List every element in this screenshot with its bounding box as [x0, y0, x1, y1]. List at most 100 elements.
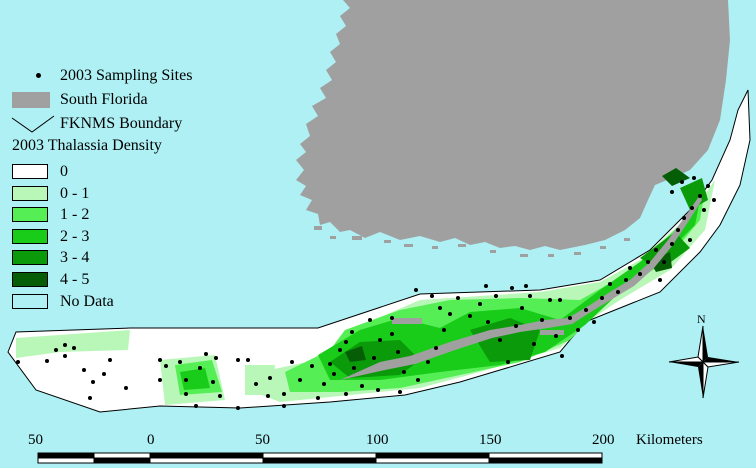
sampling-site: [338, 348, 342, 352]
scale-tick-label: 150: [479, 432, 502, 448]
scale-tick-label: 200: [592, 432, 615, 448]
sampling-site: [158, 378, 162, 382]
sampling-site: [184, 378, 188, 382]
sampling-site: [268, 376, 272, 380]
florida-keys-islands: [340, 195, 702, 380]
sampling-site: [282, 404, 286, 408]
scale-tick-label: 0: [147, 432, 155, 448]
sampling-site: [692, 176, 696, 180]
sampling-site: [218, 394, 222, 398]
sampling-site: [236, 358, 240, 362]
sampling-site: [310, 364, 314, 368]
scale-bar: [37, 452, 603, 464]
sampling-site: [124, 386, 128, 390]
sampling-site: [654, 248, 658, 252]
sampling-site: [712, 198, 716, 202]
sampling-site: [344, 340, 348, 344]
sampling-site: [698, 194, 702, 198]
sampling-site: [254, 382, 258, 386]
south-florida-land: [296, 0, 730, 250]
sampling-site: [372, 356, 376, 360]
sampling-site: [548, 298, 552, 302]
sampling-site: [430, 294, 434, 298]
scale-tick-label: 50: [255, 432, 270, 448]
sampling-site: [344, 392, 348, 396]
sampling-site: [82, 368, 86, 372]
density-class-label: 2 - 3: [60, 227, 90, 245]
sampling-site: [16, 360, 20, 364]
density-swatch: [12, 164, 48, 179]
no-data-swatch: [12, 294, 48, 309]
sampling-site: [702, 208, 706, 212]
sampling-site: [368, 318, 372, 322]
sampling-site: [360, 384, 364, 388]
sampling-site: [63, 343, 67, 347]
sampling-site: [514, 324, 518, 328]
sampling-site: [520, 306, 524, 310]
sampling-site: [108, 358, 112, 362]
sampling-site: [616, 290, 620, 294]
sampling-site: [690, 206, 694, 210]
sampling-site: [576, 328, 580, 332]
sampling-site: [688, 238, 692, 242]
sampling-site: [426, 360, 430, 364]
sampling-site: [184, 392, 188, 396]
sampling-site: [468, 314, 472, 318]
sampling-site: [592, 320, 596, 324]
sampling-site: [350, 330, 354, 334]
sampling-site: [266, 394, 270, 398]
sampling-site: [63, 354, 67, 358]
density-class-label: 3 - 4: [60, 249, 90, 266]
sampling-site: [670, 190, 674, 194]
sampling-site: [706, 184, 710, 188]
scale-unit-label: Kilometers: [636, 432, 703, 448]
sampling-site: [608, 282, 612, 286]
sampling-site: [646, 260, 650, 264]
sampling-site: [91, 380, 95, 384]
compass-rose-icon: [668, 325, 740, 399]
sampling-site: [624, 278, 628, 282]
sampling-site: [600, 296, 604, 300]
sampling-site: [178, 360, 182, 364]
legend-density-title: 2003 Thalassia Density: [12, 137, 162, 154]
sampling-site: [484, 284, 488, 288]
sampling-site: [628, 266, 632, 270]
sampling-site: [414, 288, 418, 292]
site-dot-icon: [36, 73, 41, 78]
sampling-site: [560, 354, 564, 358]
sampling-site: [316, 396, 320, 400]
sampling-site: [54, 348, 58, 352]
thalassia-density-layer: [16, 168, 715, 405]
sampling-site: [498, 338, 502, 342]
density-swatch: [12, 271, 48, 287]
sampling-site: [438, 306, 442, 310]
density-class-label: 1 - 2: [60, 206, 90, 223]
land-swatch: [12, 92, 50, 108]
sampling-site: [158, 358, 162, 362]
sampling-site: [378, 338, 382, 342]
sampling-site: [638, 272, 642, 276]
sampling-site: [246, 358, 250, 362]
sampling-site: [478, 302, 482, 306]
sampling-site: [88, 396, 92, 400]
sampling-site: [434, 346, 438, 350]
sampling-site: [211, 380, 215, 384]
sampling-site: [568, 316, 572, 320]
sampling-site: [328, 362, 332, 366]
sampling-site: [322, 382, 326, 386]
sampling-site: [332, 372, 336, 376]
north-label: N: [697, 312, 706, 326]
scale-tick-label: 100: [366, 432, 389, 448]
north-arrow: N: [667, 312, 745, 399]
density-swatch: [12, 185, 48, 201]
sampling-site: [584, 308, 588, 312]
sampling-site: [402, 370, 406, 374]
sampling-site: [680, 180, 684, 184]
sampling-site: [448, 312, 452, 316]
sampling-site: [494, 294, 498, 298]
sampling-site: [290, 360, 294, 364]
sampling-site: [72, 346, 76, 350]
sampling-site: [506, 360, 510, 364]
sampling-site: [236, 406, 240, 410]
